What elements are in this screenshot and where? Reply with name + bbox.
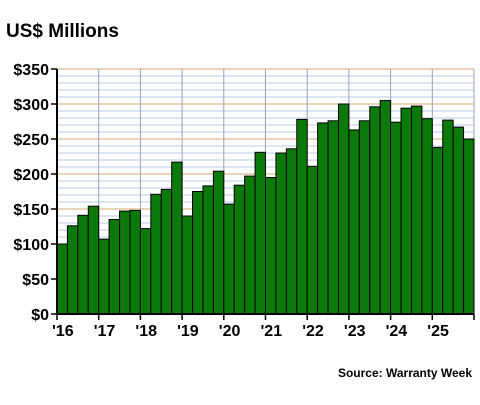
bar [129, 209, 141, 315]
bar [421, 118, 433, 315]
bar [379, 100, 392, 315]
y-tick-label: $200 [13, 167, 49, 184]
bar [369, 106, 381, 315]
bar [348, 129, 360, 315]
bar [150, 193, 162, 315]
bar [265, 177, 277, 315]
y-tick-label: $150 [13, 202, 49, 219]
x-tick-label: '25 [427, 323, 449, 340]
y-tick-label: $0 [31, 307, 49, 324]
x-tick-label: '24 [386, 323, 408, 340]
bar [119, 210, 131, 315]
bar [160, 188, 173, 315]
bar [66, 225, 79, 315]
chart-title: US$ Millions [6, 21, 119, 42]
bar [296, 118, 308, 315]
y-tick-label: $350 [13, 62, 49, 79]
bar [463, 138, 475, 315]
x-tick-label: '20 [219, 323, 241, 340]
x-tick-label: '18 [135, 323, 157, 340]
bar [139, 228, 152, 315]
bar [327, 120, 339, 315]
bar [254, 151, 266, 315]
bar [390, 121, 402, 315]
x-tick-label: '19 [177, 323, 199, 340]
bar [306, 165, 319, 315]
bar [410, 105, 423, 315]
source-note: Source: Warranty Week [338, 366, 472, 380]
y-tick-label: $300 [13, 97, 49, 114]
bars [56, 100, 475, 315]
x-tick-label: '23 [344, 323, 366, 340]
bar [275, 152, 287, 315]
y-tick-label: $100 [13, 237, 49, 254]
y-axis-tick-labels: $0 $50 $100 $150 $200 $250 $300 $350 [13, 62, 49, 324]
bar [244, 175, 256, 315]
bar [202, 185, 214, 315]
bar [212, 170, 225, 315]
bar [171, 161, 183, 315]
bar [87, 205, 100, 315]
x-axis-tick-labels: '16 '17 '18 '19 '20 '21 '22 '23 '24 '25 [52, 323, 449, 340]
bar [317, 122, 329, 315]
bar [400, 107, 412, 315]
y-tick-label: $250 [13, 132, 49, 149]
bar [233, 184, 246, 315]
x-tick-label: '16 [52, 323, 74, 340]
axes [51, 68, 475, 320]
bar [77, 214, 89, 315]
x-tick-label: '21 [261, 323, 283, 340]
bar [56, 243, 68, 315]
bar [442, 119, 454, 315]
bar [452, 126, 465, 315]
bar [223, 203, 235, 315]
y-tick-label: $50 [22, 272, 49, 289]
bar [285, 148, 298, 315]
bar [98, 238, 110, 315]
bar [431, 146, 444, 315]
x-tick-label: '22 [302, 323, 324, 340]
bar [181, 215, 194, 315]
bar [337, 103, 350, 315]
bar [192, 191, 204, 315]
bar [108, 219, 121, 315]
bar [358, 120, 371, 315]
x-tick-label: '17 [94, 323, 116, 340]
